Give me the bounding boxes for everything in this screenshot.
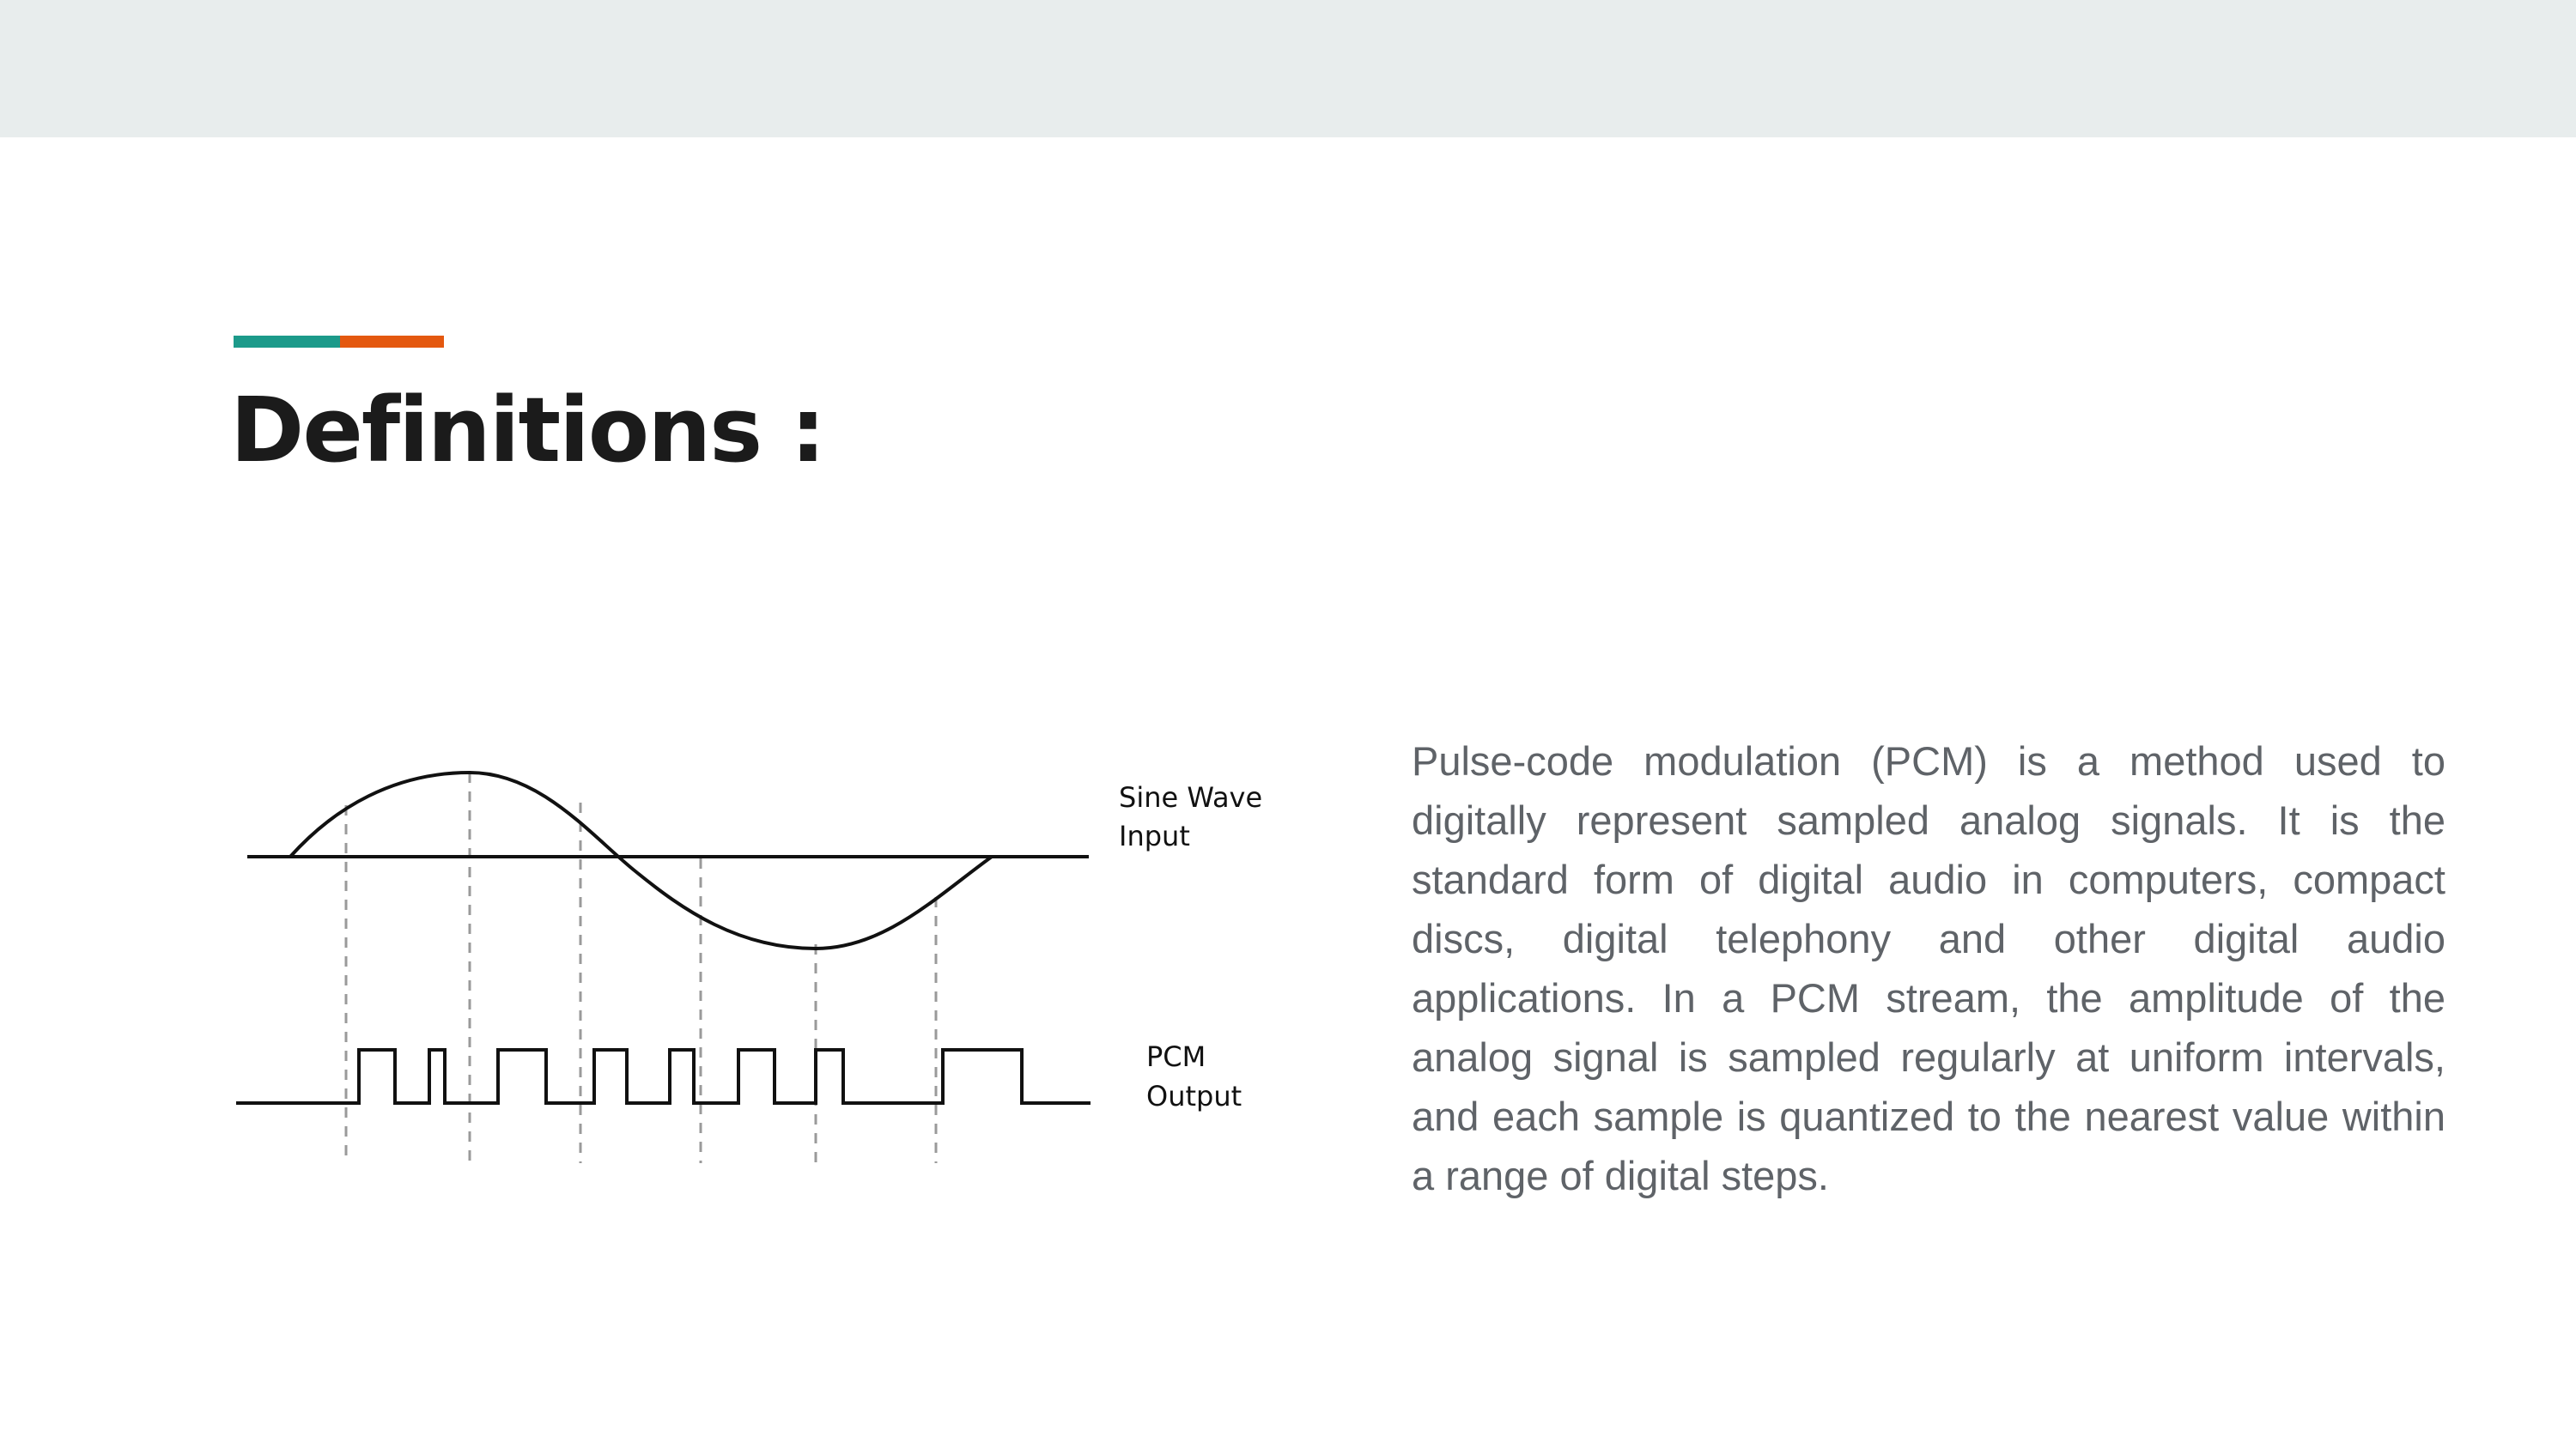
output-label: Output [1146,1080,1242,1113]
accent-bar-teal [234,336,340,348]
sampling-guides [344,773,938,1163]
sine-wave [289,770,993,951]
sine-wave-label: Sine Wave [1119,781,1262,814]
pcm-label: PCM [1146,1040,1206,1073]
slide-title: Definitions : [230,378,826,482]
pcm-diagram: Sine Wave Input PCM Output [223,747,1288,1193]
input-label: Input [1119,820,1190,852]
top-header-band [0,0,2576,137]
pcm-pulse-train [236,1048,1091,1105]
accent-bar-orange [340,336,444,348]
definition-paragraph: Pulse-code modulation (PCM) is a method … [1412,738,2445,1198]
